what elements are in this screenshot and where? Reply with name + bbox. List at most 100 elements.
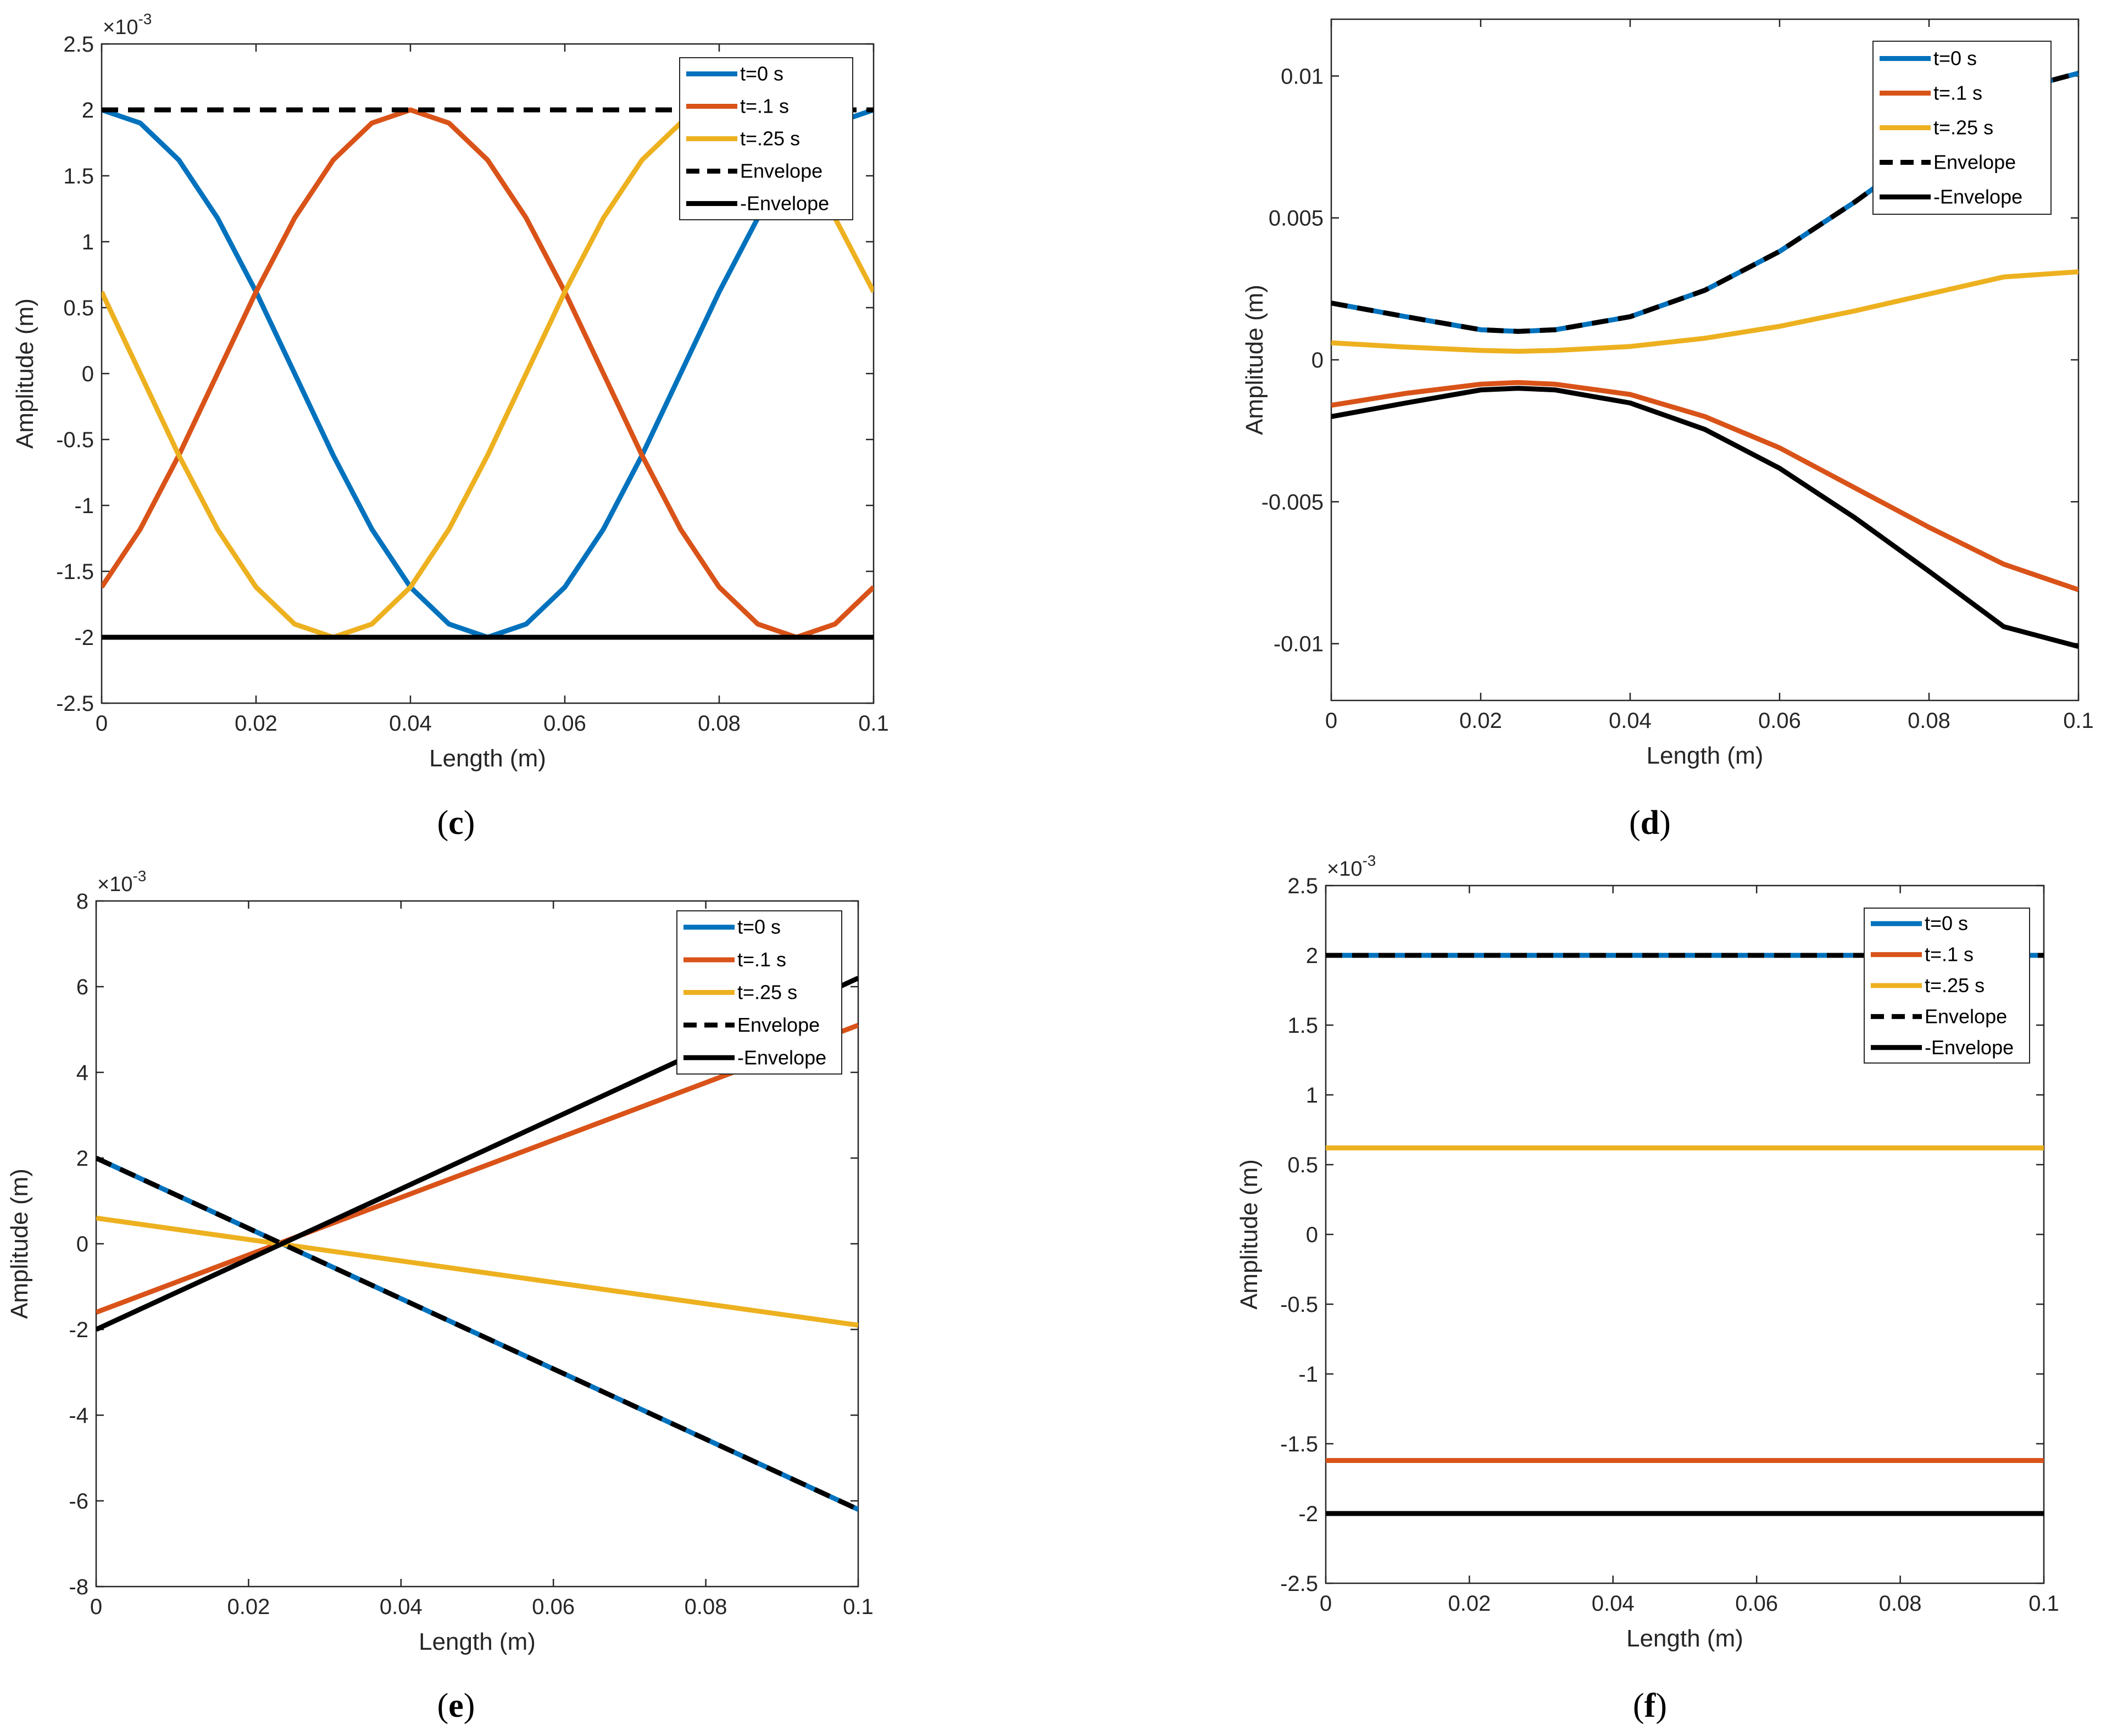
y-axis-label: Amplitude (m) bbox=[1241, 285, 1268, 435]
x-tick-label: 0.04 bbox=[389, 711, 432, 736]
x-tick-label: 0 bbox=[1325, 709, 1337, 733]
x-tick-label: 0.1 bbox=[2063, 709, 2094, 733]
y-tick-label: 0.5 bbox=[63, 296, 94, 320]
series-line-t-1-s bbox=[102, 107, 874, 640]
legend-label: t=.1 s bbox=[737, 948, 786, 971]
x-tick-label: 0.04 bbox=[1609, 709, 1652, 733]
x-tick-label: 0.1 bbox=[843, 1595, 874, 1619]
y-tick-label: 2 bbox=[82, 98, 94, 123]
legend-label: t=.1 s bbox=[740, 95, 789, 118]
x-tick-label: 0.08 bbox=[1908, 709, 1950, 733]
y-tick-label: 0 bbox=[82, 362, 94, 386]
axis-exponent: ×10-3 bbox=[103, 10, 152, 39]
legend-label: t=.25 s bbox=[740, 127, 800, 150]
x-tick-label: 0.02 bbox=[227, 1595, 270, 1619]
y-tick-label: -1.5 bbox=[1280, 1432, 1318, 1456]
y-axis-label: Amplitude (m) bbox=[1236, 1159, 1263, 1310]
x-tick-label: 0.02 bbox=[1459, 709, 1502, 733]
panel-d: 0 0.02 0.04 0.06 0.08 0.1 0.01 0.005 0 -0.005 -0.0… bbox=[1241, 18, 2094, 842]
x-tick-label: 0.08 bbox=[1879, 1592, 1922, 1616]
y-tick-label: -0.5 bbox=[1280, 1293, 1318, 1317]
legend-label: t=.25 s bbox=[737, 981, 797, 1004]
y-tick-label: 2.5 bbox=[1287, 874, 1318, 898]
x-axis-label: Length (m) bbox=[1626, 1625, 1743, 1652]
y-tick-label: -2 bbox=[69, 1318, 88, 1342]
y-tick-label: 2 bbox=[76, 1147, 88, 1171]
x-tick-label: 0.04 bbox=[380, 1595, 423, 1619]
y-tick-label: 0 bbox=[1311, 348, 1324, 372]
x-tick-label: 0.08 bbox=[685, 1595, 727, 1619]
y-axis-label: Amplitude (m) bbox=[6, 1169, 33, 1319]
y-tick-label: -0.005 bbox=[1261, 490, 1324, 514]
x-axis-label: Length (m) bbox=[419, 1628, 536, 1655]
panel-caption: (d) bbox=[1629, 804, 1671, 842]
legend-label: Envelope bbox=[740, 160, 822, 182]
legend: t=0 s t=.1 s t=.25 s Envelope -Envelope bbox=[676, 910, 842, 1075]
y-tick-label: -6 bbox=[69, 1489, 88, 1514]
x-tick-label: 0.02 bbox=[235, 711, 277, 736]
axis-exponent: ×10-3 bbox=[97, 867, 146, 896]
x-tick-label: 0 bbox=[90, 1595, 102, 1619]
legend-label: -Envelope bbox=[1925, 1036, 2014, 1059]
x-tick-label: 0.06 bbox=[1735, 1592, 1778, 1616]
x-tick-label: 0.08 bbox=[698, 711, 741, 736]
panel-c: 0 0.02 0.04 0.06 0.08 0.1 2.5 2 1.5 1 0.5 0 -0.5 -1 -1… bbox=[12, 10, 889, 842]
y-tick-label: 1.5 bbox=[63, 164, 94, 188]
panel-caption: (c) bbox=[437, 804, 475, 842]
series-line-t-25-s bbox=[96, 1215, 858, 1328]
x-tick-label: 0.06 bbox=[1758, 709, 1801, 733]
x-axis-label: Length (m) bbox=[429, 745, 546, 772]
y-tick-label: 1.5 bbox=[1287, 1014, 1318, 1038]
legend-label: t=.1 s bbox=[1933, 82, 1982, 104]
x-tick-label: 0 bbox=[1320, 1592, 1332, 1616]
x-tick-label: 0.02 bbox=[1448, 1592, 1491, 1616]
y-tick-label: -8 bbox=[69, 1575, 88, 1599]
legend: t=0 s t=.1 s t=.25 s Envelope -Envelope bbox=[679, 57, 853, 220]
y-tick-label: 2 bbox=[1306, 944, 1318, 968]
y-tick-label: -1 bbox=[74, 494, 94, 518]
legend-label: -Envelope bbox=[737, 1046, 826, 1069]
legend-label: Envelope bbox=[1933, 151, 2016, 174]
legend-label: t=.25 s bbox=[1925, 974, 1985, 997]
y-axis-label: Amplitude (m) bbox=[12, 298, 38, 449]
y-tick-label: 4 bbox=[76, 1061, 88, 1085]
y-tick-label: 8 bbox=[76, 889, 88, 914]
y-tick-label: -0.01 bbox=[1274, 632, 1324, 656]
y-tick-label: 1 bbox=[1306, 1083, 1318, 1108]
legend-label: -Envelope bbox=[740, 192, 829, 215]
y-tick-label: -2.5 bbox=[1280, 1572, 1318, 1596]
series-line--envelope bbox=[1331, 386, 2078, 649]
x-tick-label: 0 bbox=[96, 711, 108, 736]
y-tick-label: 0 bbox=[1306, 1223, 1318, 1247]
y-tick-label: -0.5 bbox=[56, 428, 94, 452]
x-tick-label: 0.06 bbox=[532, 1595, 575, 1619]
y-tick-label: -2.5 bbox=[56, 692, 94, 716]
y-tick-label: -2 bbox=[1298, 1502, 1318, 1526]
legend-label: Envelope bbox=[737, 1014, 820, 1036]
x-axis-label: Length (m) bbox=[1647, 742, 1764, 769]
y-tick-label: -2 bbox=[74, 626, 94, 650]
y-tick-label: 1 bbox=[82, 230, 94, 254]
series-line-t-25-s bbox=[1331, 269, 2078, 354]
legend-label: t=.25 s bbox=[1933, 116, 1993, 139]
y-tick-label: -4 bbox=[69, 1404, 88, 1428]
y-tick-label: 6 bbox=[76, 975, 88, 999]
series-line-t-1-s bbox=[1331, 380, 2078, 592]
legend-label: t=0 s bbox=[1925, 912, 1968, 934]
panel-e: 0 0.02 0.04 0.06 0.08 0.1 8 6 4 2 0 -2 -4 -6 -8 ×10-3 Le… bbox=[6, 867, 874, 1724]
legend-label: Envelope bbox=[1925, 1005, 2007, 1027]
y-tick-label: -1.5 bbox=[56, 560, 94, 584]
legend: t=0 s t=.1 s t=.25 s Envelope -Envelope bbox=[1872, 41, 2052, 215]
series-line-envelope bbox=[96, 1155, 858, 1512]
legend-label: -Envelope bbox=[1933, 186, 2022, 208]
y-tick-label: 0 bbox=[76, 1232, 88, 1256]
x-tick-label: 0.06 bbox=[543, 711, 586, 736]
y-tick-label: 0.5 bbox=[1287, 1153, 1318, 1177]
y-tick-label: 2.5 bbox=[63, 32, 94, 57]
x-tick-label: 0.1 bbox=[2028, 1592, 2059, 1616]
axis-exponent: ×10-3 bbox=[1327, 852, 1376, 881]
x-tick-label: 0.1 bbox=[858, 711, 889, 736]
x-tick-label: 0.04 bbox=[1592, 1592, 1635, 1616]
y-tick-label: 0.01 bbox=[1281, 64, 1324, 88]
